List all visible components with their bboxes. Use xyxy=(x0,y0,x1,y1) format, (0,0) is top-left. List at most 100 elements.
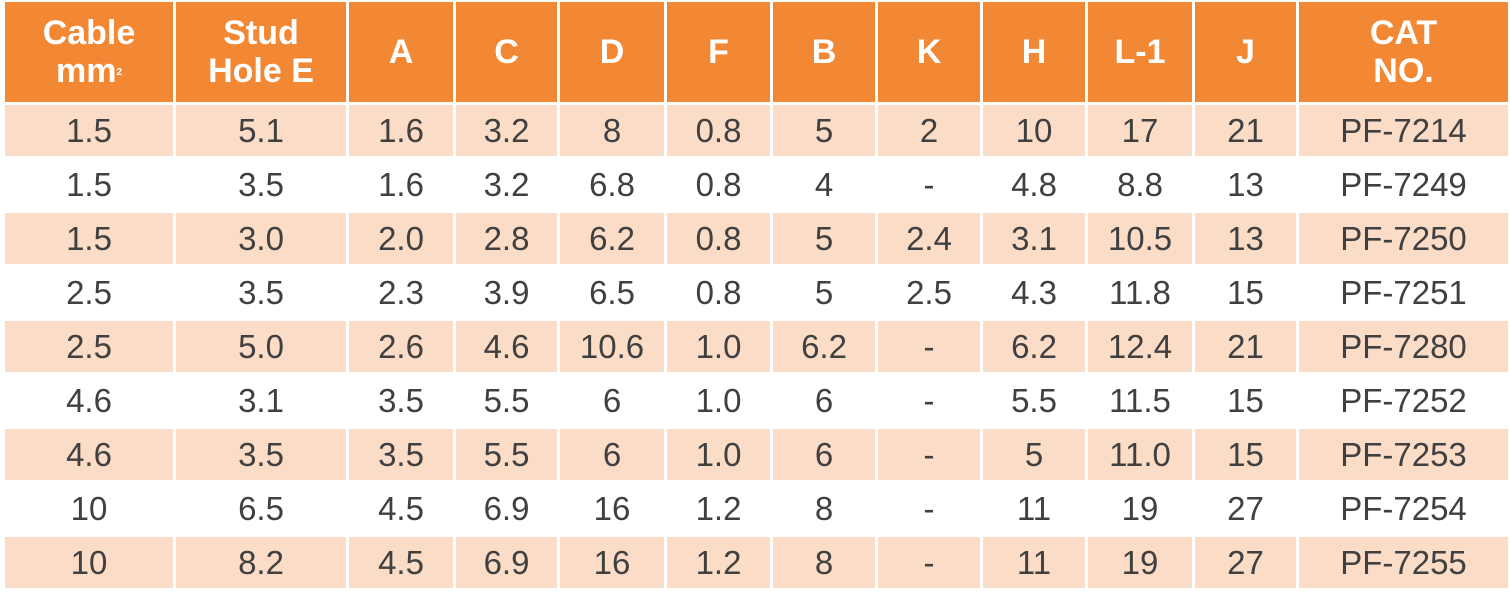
table-row: 1.5 3.0 2.0 2.8 6.2 0.8 5 2.4 3.1 10.5 1… xyxy=(5,213,1508,267)
header-b: B xyxy=(773,2,875,105)
header-cat-line2: NO. xyxy=(1373,52,1434,90)
cell-c: 3.9 xyxy=(456,267,557,321)
cell-c: 6.9 xyxy=(456,537,557,591)
cell-k: - xyxy=(878,483,980,537)
cell-stud: 6.5 xyxy=(176,483,346,537)
cell-k: - xyxy=(878,375,980,429)
cell-b: 5 xyxy=(773,213,875,267)
cell-f: 0.8 xyxy=(667,213,770,267)
cell-j: 15 xyxy=(1195,375,1296,429)
cell-c: 4.6 xyxy=(456,321,557,375)
header-stud-hole: Stud Hole E xyxy=(176,2,346,105)
cell-a: 3.5 xyxy=(349,375,453,429)
header-d: D xyxy=(560,2,664,105)
cell-cable: 1.5 xyxy=(5,213,173,267)
cell-k: - xyxy=(878,159,980,213)
cell-f: 1.2 xyxy=(667,483,770,537)
cell-cat: PF-7251 xyxy=(1299,267,1508,321)
cell-c: 5.5 xyxy=(456,429,557,483)
cell-cable: 10 xyxy=(5,537,173,591)
cell-h: 5.5 xyxy=(983,375,1085,429)
header-h: H xyxy=(983,2,1085,105)
header-c: C xyxy=(456,2,557,105)
header-j: J xyxy=(1195,2,1296,105)
header-cable: Cable mm2 xyxy=(5,2,173,105)
cell-k: 2.5 xyxy=(878,267,980,321)
cell-d: 6.5 xyxy=(560,267,664,321)
header-cat-line1: CAT xyxy=(1369,14,1438,52)
cell-stud: 5.0 xyxy=(176,321,346,375)
cell-a: 3.5 xyxy=(349,429,453,483)
cell-stud: 3.5 xyxy=(176,159,346,213)
cell-cat: PF-7249 xyxy=(1299,159,1508,213)
header-stud-line1: Stud xyxy=(223,14,299,52)
header-cable-line2-wrap: mm2 xyxy=(5,52,173,90)
cell-stud: 3.5 xyxy=(176,429,346,483)
cell-h: 4.3 xyxy=(983,267,1085,321)
cell-d: 16 xyxy=(560,537,664,591)
cell-cable: 4.6 xyxy=(5,375,173,429)
cell-f: 0.8 xyxy=(667,267,770,321)
header-k: K xyxy=(878,2,980,105)
cell-stud: 5.1 xyxy=(176,105,346,159)
cell-stud: 8.2 xyxy=(176,537,346,591)
cell-l1: 11.5 xyxy=(1088,375,1192,429)
table-row: 4.6 3.1 3.5 5.5 6 1.0 6 - 5.5 11.5 15 PF… xyxy=(5,375,1508,429)
cell-cat: PF-7214 xyxy=(1299,105,1508,159)
header-f: F xyxy=(667,2,770,105)
cell-cable: 2.5 xyxy=(5,267,173,321)
cell-cable: 1.5 xyxy=(5,159,173,213)
cell-k: - xyxy=(878,321,980,375)
cell-f: 1.0 xyxy=(667,321,770,375)
cell-j: 27 xyxy=(1195,537,1296,591)
table-row: 1.5 3.5 1.6 3.2 6.8 0.8 4 - 4.8 8.8 13 P… xyxy=(5,159,1508,213)
cell-a: 4.5 xyxy=(349,483,453,537)
header-stud-line2: Hole E xyxy=(208,52,314,90)
header-cable-line1: Cable xyxy=(42,14,136,52)
cell-j: 27 xyxy=(1195,483,1296,537)
cell-c: 6.9 xyxy=(456,483,557,537)
cell-j: 15 xyxy=(1195,267,1296,321)
cell-b: 8 xyxy=(773,537,875,591)
cell-j: 13 xyxy=(1195,213,1296,267)
cell-cat: PF-7253 xyxy=(1299,429,1508,483)
cell-b: 8 xyxy=(773,483,875,537)
cell-c: 5.5 xyxy=(456,375,557,429)
cell-f: 1.2 xyxy=(667,537,770,591)
cell-b: 5 xyxy=(773,267,875,321)
cell-l1: 10.5 xyxy=(1088,213,1192,267)
cell-d: 6 xyxy=(560,429,664,483)
header-a: A xyxy=(349,2,453,105)
cell-cat: PF-7254 xyxy=(1299,483,1508,537)
cell-h: 11 xyxy=(983,537,1085,591)
cell-k: - xyxy=(878,537,980,591)
cell-cable: 1.5 xyxy=(5,105,173,159)
cell-a: 1.6 xyxy=(349,105,453,159)
cell-l1: 8.8 xyxy=(1088,159,1192,213)
cell-j: 15 xyxy=(1195,429,1296,483)
cell-d: 6.8 xyxy=(560,159,664,213)
cell-f: 1.0 xyxy=(667,375,770,429)
cell-l1: 19 xyxy=(1088,537,1192,591)
cell-k: 2.4 xyxy=(878,213,980,267)
cell-a: 2.3 xyxy=(349,267,453,321)
cell-h: 11 xyxy=(983,483,1085,537)
header-l1: L-1 xyxy=(1088,2,1192,105)
cell-d: 10.6 xyxy=(560,321,664,375)
cell-h: 4.8 xyxy=(983,159,1085,213)
cell-j: 13 xyxy=(1195,159,1296,213)
cell-f: 0.8 xyxy=(667,105,770,159)
cell-d: 16 xyxy=(560,483,664,537)
table-row: 10 8.2 4.5 6.9 16 1.2 8 - 11 19 27 PF-72… xyxy=(5,537,1508,591)
cell-cat: PF-7252 xyxy=(1299,375,1508,429)
cell-l1: 17 xyxy=(1088,105,1192,159)
cell-a: 4.5 xyxy=(349,537,453,591)
cell-b: 6 xyxy=(773,375,875,429)
cell-l1: 11.8 xyxy=(1088,267,1192,321)
cell-h: 5 xyxy=(983,429,1085,483)
header-cat-no: CAT NO. xyxy=(1299,2,1508,105)
cell-f: 1.0 xyxy=(667,429,770,483)
cell-stud: 3.5 xyxy=(176,267,346,321)
cell-b: 5 xyxy=(773,105,875,159)
